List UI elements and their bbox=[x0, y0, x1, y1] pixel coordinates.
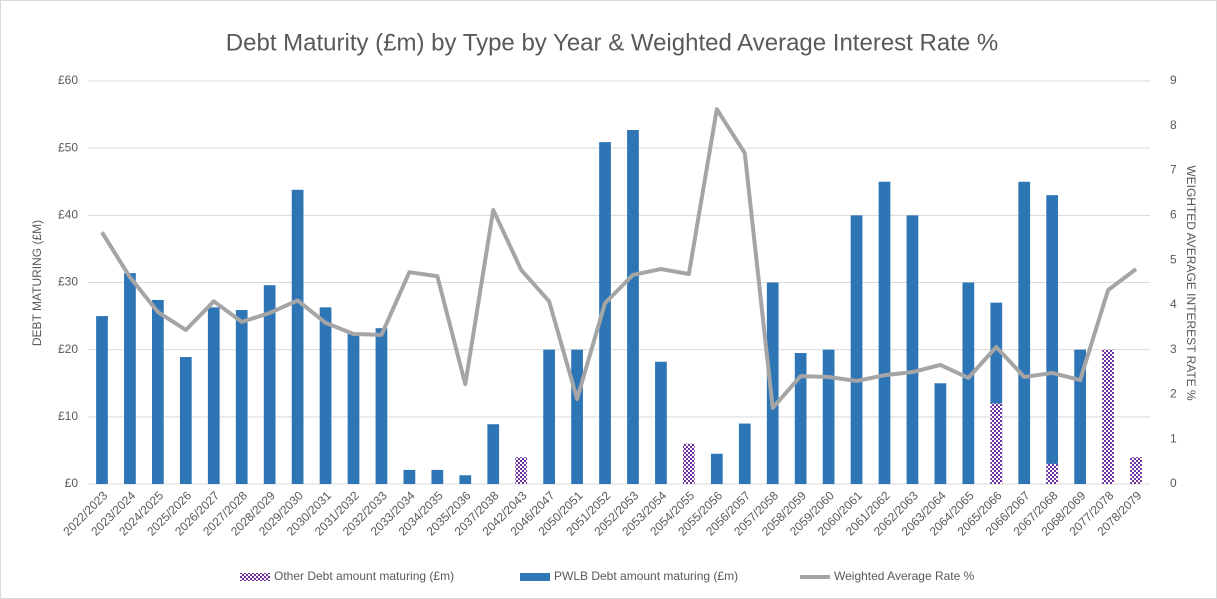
bar bbox=[794, 353, 807, 484]
bar bbox=[124, 273, 136, 484]
y2-tick-label: 9 bbox=[1170, 73, 1177, 87]
bar bbox=[1074, 349, 1087, 484]
bar bbox=[487, 424, 500, 484]
bar bbox=[1046, 195, 1059, 484]
bar bbox=[822, 349, 835, 484]
bar bbox=[375, 328, 388, 484]
y-tick-label: £10 bbox=[58, 409, 78, 423]
bar bbox=[263, 285, 276, 484]
bar bbox=[319, 307, 332, 484]
legend-swatch bbox=[240, 573, 270, 581]
bar bbox=[515, 457, 528, 484]
y2-tick-label: 6 bbox=[1170, 208, 1177, 222]
y-tick-label: £50 bbox=[58, 140, 78, 154]
y2-tick-label: 7 bbox=[1170, 163, 1177, 177]
bar bbox=[627, 130, 639, 484]
bar bbox=[850, 215, 863, 485]
y2-tick-label: 5 bbox=[1170, 252, 1177, 266]
bar bbox=[738, 423, 751, 484]
bar bbox=[291, 189, 304, 484]
bar bbox=[96, 316, 108, 484]
bar bbox=[347, 332, 360, 484]
legend-label: PWLB Debt amount maturing (£m) bbox=[554, 569, 738, 583]
bar bbox=[1046, 463, 1059, 484]
y2-tick-label: 3 bbox=[1170, 342, 1177, 356]
bar bbox=[962, 282, 975, 484]
legend-swatch bbox=[520, 573, 550, 581]
bar bbox=[543, 349, 556, 484]
bar bbox=[710, 453, 723, 484]
bar bbox=[990, 403, 1003, 484]
bar bbox=[459, 475, 472, 484]
y2-tick-label: 8 bbox=[1170, 118, 1177, 132]
bar bbox=[878, 181, 891, 484]
chart-title: Debt Maturity (£m) by Type by Year & Wei… bbox=[226, 29, 998, 56]
y-tick-label: £40 bbox=[58, 208, 78, 222]
y2-tick-label: 1 bbox=[1170, 431, 1177, 445]
bar bbox=[235, 310, 248, 484]
bar bbox=[207, 307, 220, 484]
bar bbox=[906, 215, 919, 485]
bar bbox=[1102, 349, 1114, 484]
bar bbox=[655, 361, 667, 484]
y2-tick-label: 4 bbox=[1170, 297, 1177, 311]
bar bbox=[599, 142, 611, 484]
y2-axis-title: WEIGHTED AVERAGE INTEREST RATE % bbox=[1184, 165, 1198, 401]
bar bbox=[151, 299, 164, 484]
bar bbox=[934, 383, 947, 484]
bar bbox=[682, 443, 695, 484]
y-tick-label: £60 bbox=[58, 73, 78, 87]
bar bbox=[571, 349, 583, 484]
legend-label: Weighted Average Rate % bbox=[834, 569, 975, 583]
bar bbox=[431, 469, 444, 484]
y2-tick-label: 2 bbox=[1170, 387, 1177, 401]
bar bbox=[766, 282, 779, 484]
y-tick-label: £0 bbox=[65, 476, 79, 490]
bar bbox=[403, 469, 416, 484]
bar bbox=[179, 357, 192, 484]
bar bbox=[1130, 457, 1142, 484]
y-tick-label: £30 bbox=[58, 275, 78, 289]
bar bbox=[1018, 181, 1031, 484]
rate-line bbox=[100, 107, 1138, 410]
y2-tick-label: 0 bbox=[1170, 476, 1177, 490]
y-tick-label: £20 bbox=[58, 342, 78, 356]
legend-label: Other Debt amount maturing (£m) bbox=[274, 569, 454, 583]
bar bbox=[990, 302, 1003, 484]
y-axis-title: DEBT MATURING (£M) bbox=[30, 220, 44, 346]
